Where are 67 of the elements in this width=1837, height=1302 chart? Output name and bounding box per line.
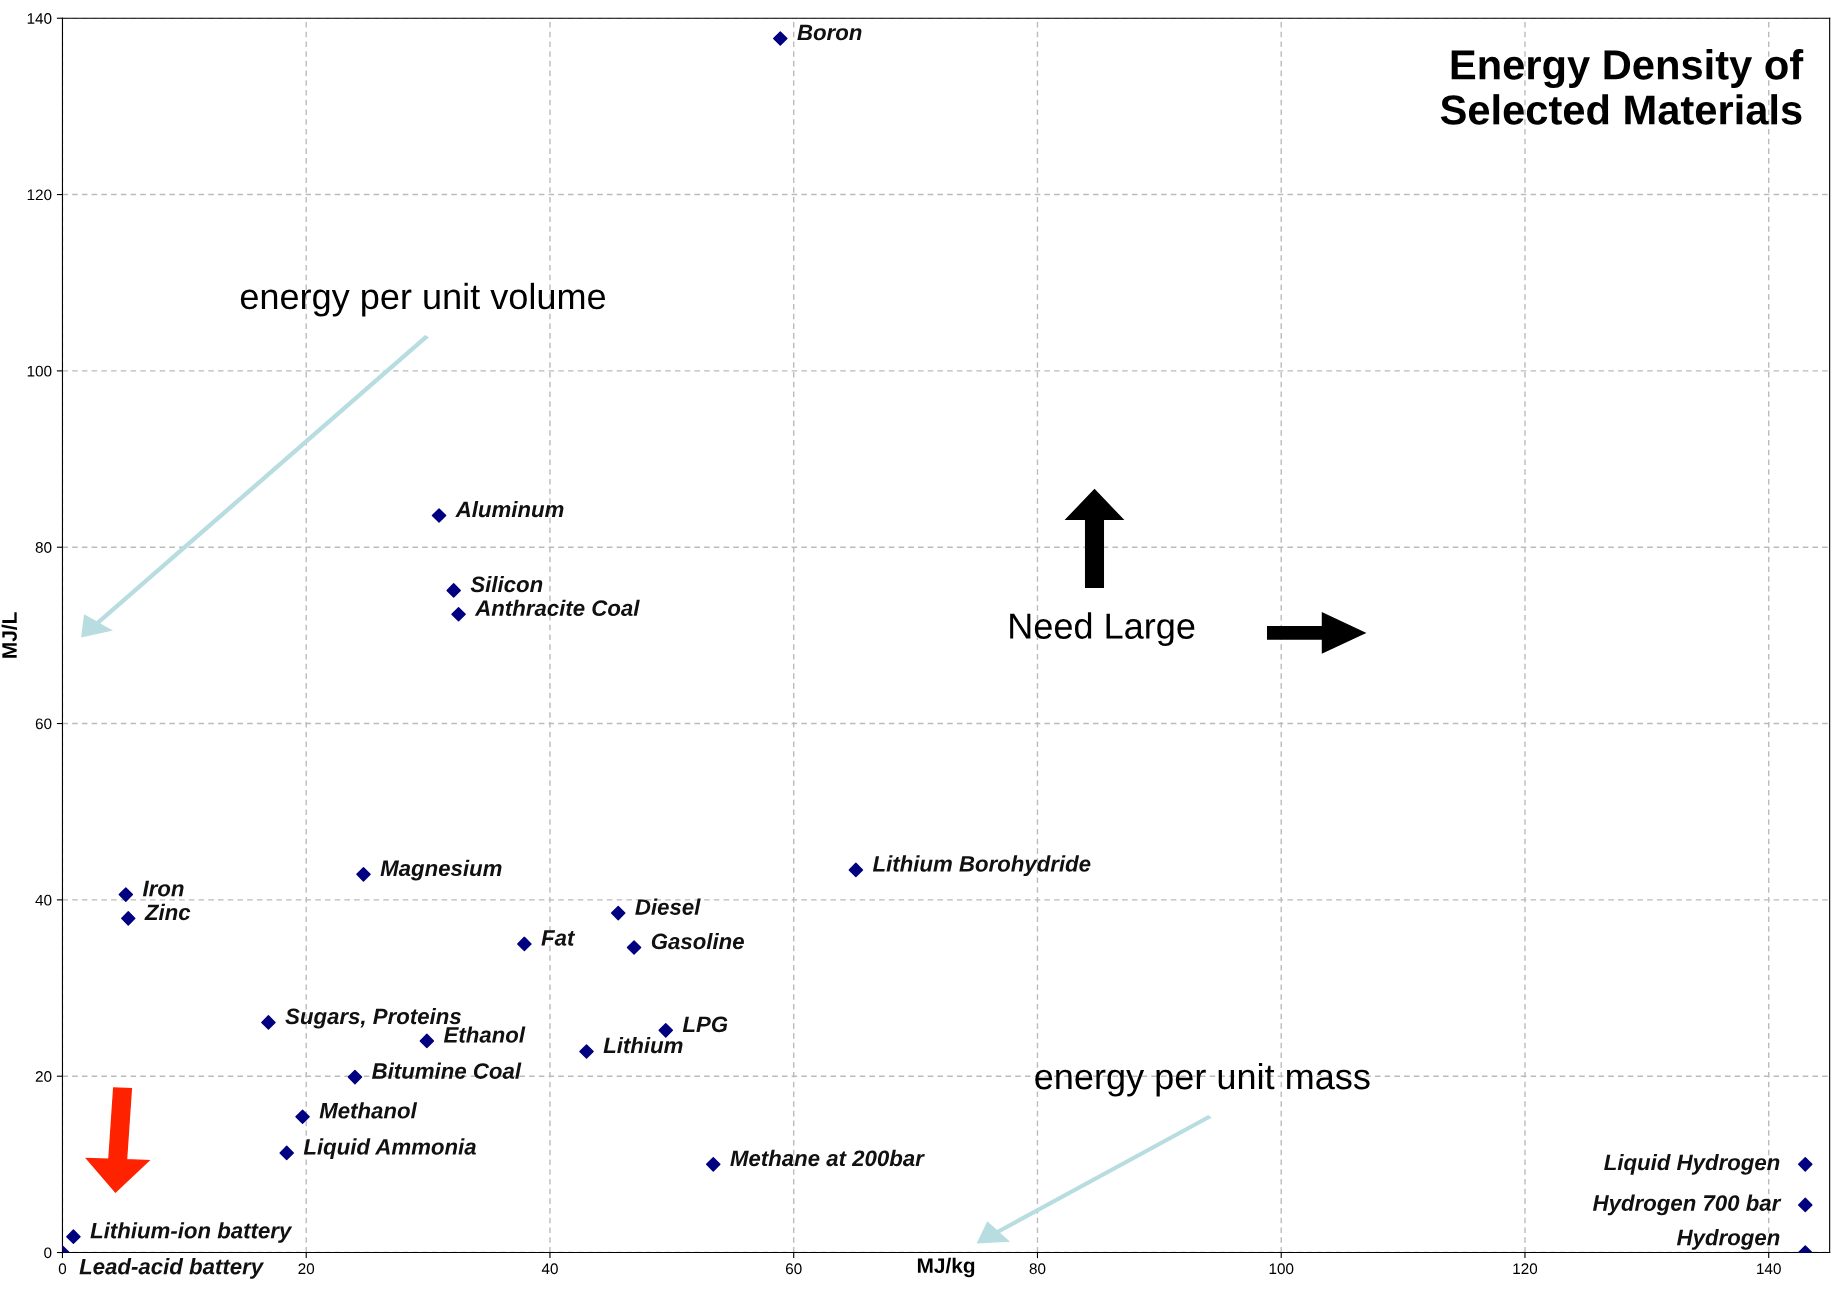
x-tick-label: 60 bbox=[785, 1263, 802, 1275]
x-tick-label: 100 bbox=[1269, 1263, 1294, 1275]
x-tick-label: 120 bbox=[1513, 1263, 1538, 1275]
annotation: Methanol bbox=[319, 1102, 418, 1119]
annotation: Anthracite Coal bbox=[474, 599, 640, 617]
annotation: Diesel bbox=[635, 898, 701, 915]
x-tick-label: 20 bbox=[298, 1263, 315, 1275]
annotation: LPG bbox=[682, 1016, 728, 1033]
annotation: Lithium Borohydride bbox=[872, 855, 1091, 877]
x-tick-label: 80 bbox=[1029, 1263, 1046, 1275]
annotation: Gasoline bbox=[651, 932, 744, 950]
x-tick-label: 40 bbox=[541, 1263, 558, 1275]
y-tick-label: 100 bbox=[27, 365, 52, 377]
point bbox=[517, 936, 532, 952]
point bbox=[579, 1044, 594, 1059]
point bbox=[451, 606, 466, 622]
annotation: Hydrogen 700 bar bbox=[1592, 1194, 1782, 1216]
x-tick-label: 0 bbox=[58, 1263, 67, 1275]
annotation: Magnesium bbox=[380, 859, 502, 881]
point bbox=[431, 508, 447, 523]
y-tick-label: 40 bbox=[35, 894, 52, 906]
y-tick-label: 120 bbox=[27, 189, 52, 201]
point bbox=[705, 1157, 721, 1172]
annotation: Ethanol bbox=[443, 1026, 526, 1043]
annotation: Boron bbox=[797, 24, 862, 41]
point bbox=[120, 911, 136, 926]
point bbox=[279, 1145, 294, 1161]
point bbox=[66, 1229, 81, 1244]
point bbox=[347, 1069, 363, 1085]
y-tick-label: 80 bbox=[35, 542, 52, 553]
annotation: Fat bbox=[541, 930, 576, 946]
y-tick-label: 0 bbox=[44, 1247, 52, 1259]
x-axis-title: MJ/kg bbox=[917, 1257, 975, 1278]
point bbox=[446, 583, 461, 598]
annotation: Lithium-ion battery bbox=[90, 1222, 293, 1243]
point bbox=[773, 31, 788, 46]
annotation: Need Large bbox=[1010, 612, 1195, 647]
point bbox=[610, 905, 626, 921]
annotation: Methane at 200bar bbox=[730, 1149, 925, 1167]
x-tick-label: 140 bbox=[1757, 1263, 1781, 1275]
y-tick-label: 140 bbox=[27, 13, 52, 24]
annotation: Lithium bbox=[603, 1036, 683, 1054]
annotation: Zinc bbox=[144, 903, 191, 921]
annotation: Aluminum bbox=[455, 500, 564, 518]
y-tick-label: 20 bbox=[35, 1071, 52, 1082]
annotation: energy per unit mass bbox=[1035, 1062, 1370, 1097]
point bbox=[295, 1109, 310, 1125]
y-axis-title: MJ/L bbox=[1, 612, 18, 658]
text: Energy Density of Selected Materials bbox=[1440, 49, 1804, 125]
point bbox=[848, 862, 864, 878]
annotation: energy per unit volume bbox=[240, 282, 606, 317]
point bbox=[1797, 1197, 1813, 1213]
annotation: Liquid Ammonia bbox=[303, 1138, 476, 1160]
point bbox=[419, 1033, 435, 1049]
point bbox=[261, 1015, 276, 1030]
point bbox=[356, 867, 371, 882]
y-tick-label: 60 bbox=[35, 718, 52, 730]
point bbox=[1797, 1157, 1813, 1172]
annotation: Bitumine Coal bbox=[372, 1062, 522, 1079]
annotation: Iron bbox=[142, 880, 184, 897]
annotation: Hydrogen bbox=[1676, 1229, 1780, 1250]
point bbox=[626, 940, 642, 955]
point bbox=[118, 887, 134, 902]
annotation: Silicon bbox=[470, 575, 543, 593]
annotation: Lead-acid battery bbox=[79, 1258, 265, 1279]
annotation: Liquid Hydrogen bbox=[1604, 1154, 1780, 1175]
point bbox=[658, 1023, 674, 1038]
